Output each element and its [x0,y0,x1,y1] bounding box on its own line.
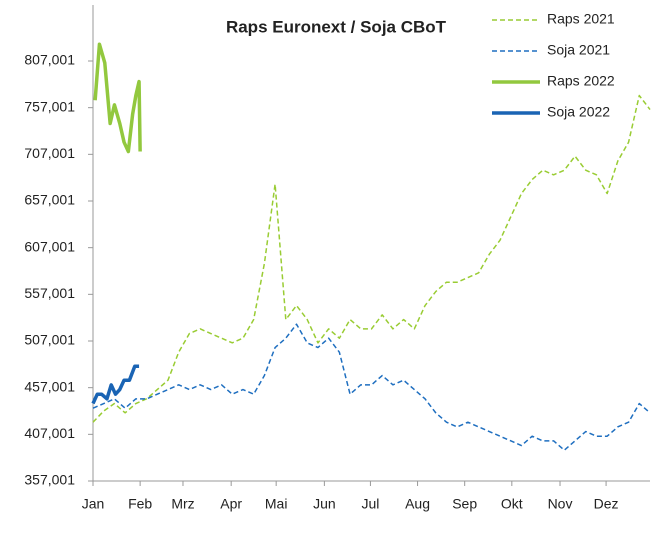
x-tick-label: Mai [265,496,288,512]
y-tick-label: 807,001 [24,52,75,68]
y-tick-label: 707,001 [24,145,75,161]
legend-label: Soja 2021 [547,42,610,58]
x-tick-label: Sep [452,496,477,512]
y-tick-label: 657,001 [24,192,75,208]
legend-label: Soja 2022 [547,104,610,120]
y-tick-label: 407,001 [24,425,75,441]
x-tick-label: Okt [501,496,523,512]
y-tick-label: 557,001 [24,285,75,301]
x-tick-label: Feb [128,496,152,512]
x-tick-label: Apr [220,496,242,512]
series-line [91,364,140,405]
series-line [93,42,142,154]
x-tick-label: Mrz [171,496,194,512]
series-line [92,323,651,451]
x-tick-label: Nov [548,496,573,512]
x-tick-label: Jun [313,496,336,512]
x-tick-label: Aug [405,496,430,512]
legend-label: Raps 2021 [547,11,615,27]
x-tick-label: Dez [594,496,619,512]
y-tick-label: 457,001 [24,378,75,394]
x-tick-label: Jul [361,496,379,512]
y-tick-label: 757,001 [24,98,75,114]
chart-title: Raps Euronext / Soja CBoT [226,17,447,36]
legend-label: Raps 2022 [547,73,615,89]
y-tick-label: 507,001 [24,332,75,348]
x-tick-label: Jan [82,496,105,512]
y-tick-label: 357,001 [24,472,75,488]
y-tick-label: 607,001 [24,238,75,254]
series-line [92,94,651,423]
